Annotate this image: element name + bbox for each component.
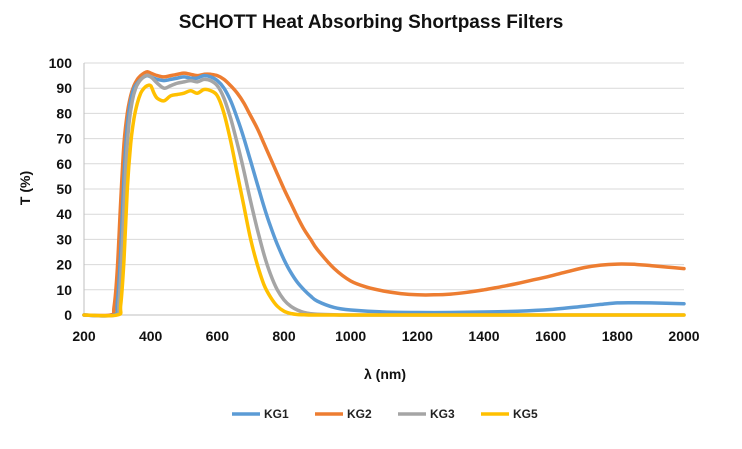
x-tick-label: 1400 <box>468 328 499 344</box>
x-tick-label: 200 <box>72 328 96 344</box>
y-tick-label: 100 <box>49 55 73 71</box>
series-line-kg2 <box>82 70 686 318</box>
y-tick-label: 90 <box>56 80 72 96</box>
y-tick-label: 0 <box>64 307 72 323</box>
legend-label: KG2 <box>347 407 372 421</box>
y-tick-label: 20 <box>56 257 72 273</box>
x-tick-label: 1200 <box>402 328 433 344</box>
x-tick-label: 800 <box>272 328 296 344</box>
chart-title: SCHOTT Heat Absorbing Shortpass Filters <box>178 12 564 33</box>
x-tick-label: 1800 <box>602 328 633 344</box>
series-line-kg5 <box>82 83 686 318</box>
x-tick-label: 2000 <box>668 328 699 344</box>
y-tick-label: 30 <box>56 231 72 247</box>
legend-item-kg5: KG5 <box>481 407 538 421</box>
series-line-kg1 <box>82 73 686 318</box>
y-tick-label: 80 <box>56 105 72 121</box>
gridlines <box>84 62 684 291</box>
legend-item-kg3: KG3 <box>398 407 455 421</box>
legend-item-kg1: KG1 <box>232 407 289 421</box>
x-tick-label: 400 <box>139 328 163 344</box>
x-tick-label: 600 <box>206 328 230 344</box>
y-tick-label: 50 <box>56 181 72 197</box>
y-tick-label: 10 <box>56 282 72 298</box>
tick-labels: 0 10 20 30 40 50 60 70 80 90 100 200 400 600 800 1000 12… <box>49 55 700 344</box>
legend-item-kg2: KG2 <box>315 407 372 421</box>
legend-label: KG1 <box>264 407 289 421</box>
y-tick-label: 70 <box>56 131 72 147</box>
x-axis-title: λ (nm) <box>364 366 406 382</box>
y-axis-title: T (%) <box>17 171 33 205</box>
legend: KG1 KG2 KG3 KG5 <box>232 407 538 421</box>
x-tick-label: 1600 <box>535 328 566 344</box>
x-tick-label: 1000 <box>335 328 366 344</box>
y-tick-label: 60 <box>56 156 72 172</box>
series-line-kg3 <box>82 73 686 318</box>
y-tick-label: 40 <box>56 206 72 222</box>
legend-label: KG3 <box>430 407 455 421</box>
series-lines <box>82 70 686 318</box>
legend-label: KG5 <box>513 407 538 421</box>
